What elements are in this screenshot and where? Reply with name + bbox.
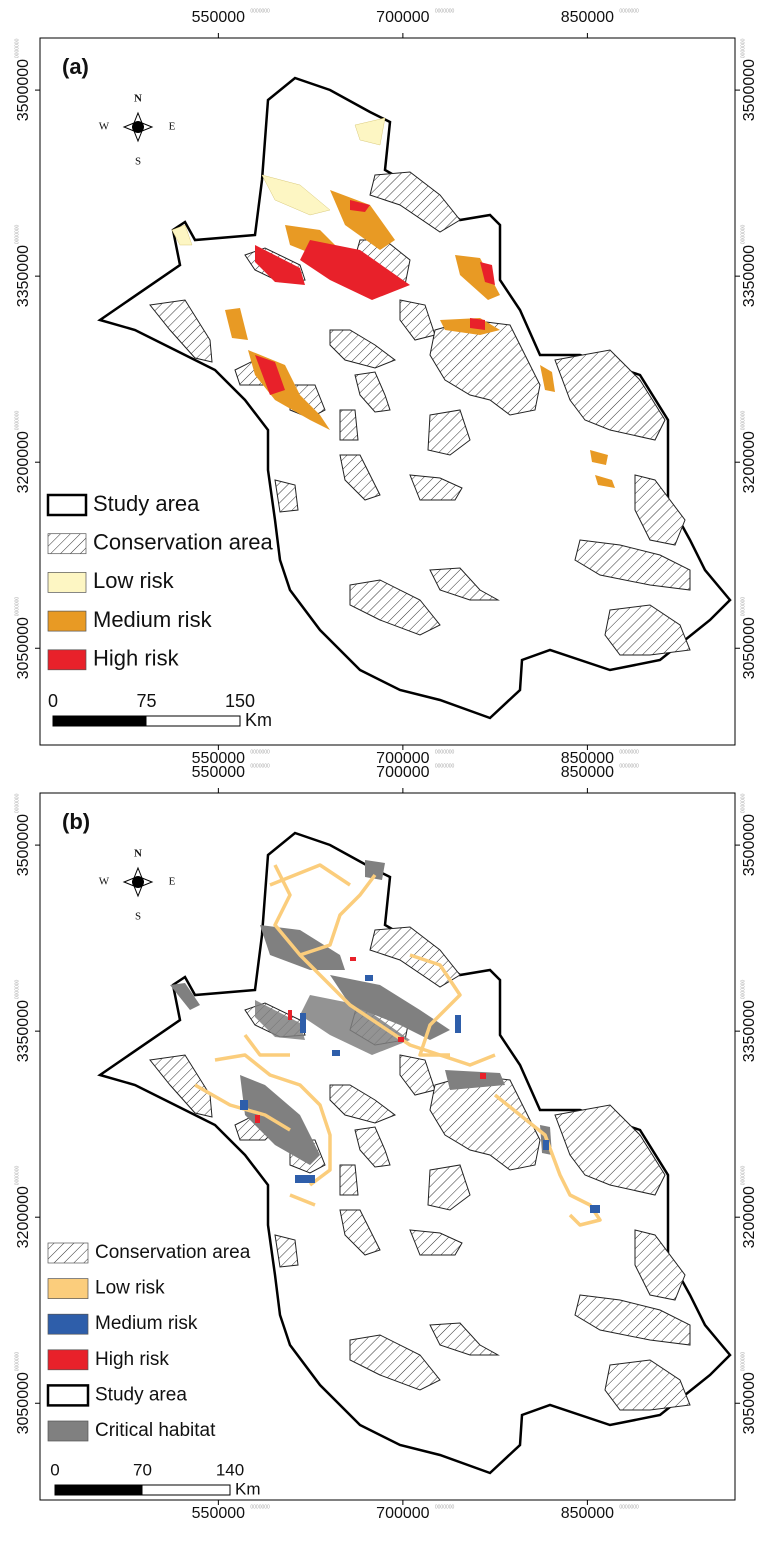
compass-letter: S bbox=[135, 156, 141, 168]
tick-suffix: 0000000 bbox=[435, 8, 455, 14]
scale-unit: Km bbox=[245, 710, 272, 730]
panel-label: (b) bbox=[62, 809, 90, 834]
legend-swatch bbox=[48, 495, 86, 515]
legend-swatch bbox=[48, 1279, 88, 1299]
y-tick-label: 3050000 bbox=[741, 1372, 758, 1434]
tick-suffix: 0000000 bbox=[14, 1166, 20, 1186]
x-tick-label: 700000 bbox=[376, 1505, 429, 1522]
y-tick-label: 3500000 bbox=[741, 814, 758, 876]
tick-suffix: 0000000 bbox=[14, 597, 20, 617]
legend-swatch bbox=[48, 534, 86, 554]
y-tick-label: 3500000 bbox=[741, 59, 758, 121]
legend-label: Low risk bbox=[95, 1278, 165, 1299]
tick-suffix: 0000000 bbox=[435, 763, 455, 769]
x-tick-label: 850000 bbox=[561, 1505, 614, 1522]
x-tick-label: 850000 bbox=[561, 9, 614, 26]
x-tick-label: 550000 bbox=[192, 764, 245, 781]
tick-suffix: 0000000 bbox=[740, 224, 746, 244]
y-tick-label: 3200000 bbox=[15, 1186, 32, 1248]
compass-center bbox=[132, 121, 144, 133]
scale-bar-fill bbox=[53, 716, 147, 726]
y-tick-label: 3200000 bbox=[741, 431, 758, 493]
legend-label: Medium risk bbox=[95, 1313, 198, 1334]
tick-suffix: 0000000 bbox=[740, 411, 746, 431]
scale-bar-fill bbox=[55, 1485, 143, 1495]
legend-swatch bbox=[48, 1421, 88, 1441]
y-tick-label: 3050000 bbox=[15, 617, 32, 679]
tick-suffix: 0000000 bbox=[740, 597, 746, 617]
legend-swatch bbox=[48, 1314, 88, 1334]
tick-suffix: 0000000 bbox=[740, 38, 746, 58]
compass-letter: N bbox=[134, 848, 142, 860]
legend-label: Conservation area bbox=[95, 1242, 251, 1263]
y-tick-label: 3050000 bbox=[15, 1372, 32, 1434]
tick-suffix: 0000000 bbox=[619, 763, 639, 769]
panel-label: (a) bbox=[62, 54, 89, 79]
legend-swatch bbox=[48, 650, 86, 670]
tick-suffix: 0000000 bbox=[740, 1352, 746, 1372]
y-tick-label: 3200000 bbox=[741, 1186, 758, 1248]
tick-suffix: 0000000 bbox=[435, 1504, 455, 1510]
tick-suffix: 0000000 bbox=[435, 749, 455, 755]
x-tick-label: 550000 bbox=[192, 1505, 245, 1522]
y-tick-label: 3200000 bbox=[15, 431, 32, 493]
legend-swatch bbox=[48, 1243, 88, 1263]
x-tick-label: 850000 bbox=[561, 764, 614, 781]
tick-suffix: 0000000 bbox=[14, 224, 20, 244]
tick-suffix: 0000000 bbox=[619, 1504, 639, 1510]
legend-label: Study area bbox=[93, 491, 200, 516]
compass-letter: W bbox=[99, 876, 110, 888]
tick-suffix: 0000000 bbox=[250, 763, 270, 769]
tick-suffix: 0000000 bbox=[740, 793, 746, 813]
y-tick-label: 3350000 bbox=[15, 1000, 32, 1062]
x-tick-label: 700000 bbox=[376, 9, 429, 26]
y-tick-label: 3350000 bbox=[741, 245, 758, 307]
y-tick-label: 3500000 bbox=[15, 814, 32, 876]
legend-label: Critical habitat bbox=[95, 1420, 216, 1441]
tick-suffix: 0000000 bbox=[619, 749, 639, 755]
scale-label: 0 bbox=[50, 1460, 59, 1479]
tick-suffix: 0000000 bbox=[619, 8, 639, 14]
legend-swatch bbox=[48, 611, 86, 631]
scale-label: 70 bbox=[133, 1460, 152, 1479]
y-tick-label: 3350000 bbox=[15, 245, 32, 307]
compass-letter: E bbox=[169, 121, 176, 133]
tick-suffix: 0000000 bbox=[14, 1352, 20, 1372]
legend-label: High risk bbox=[93, 646, 180, 671]
tick-suffix: 0000000 bbox=[14, 38, 20, 58]
legend-label: Medium risk bbox=[93, 607, 213, 632]
legend-swatch bbox=[48, 572, 86, 592]
legend-swatch bbox=[48, 1350, 88, 1370]
legend-label: Study area bbox=[95, 1384, 187, 1405]
compass-letter: N bbox=[134, 93, 142, 105]
y-tick-label: 3350000 bbox=[741, 1000, 758, 1062]
tick-suffix: 0000000 bbox=[250, 749, 270, 755]
compass-letter: W bbox=[99, 121, 110, 133]
legend-label: Low risk bbox=[93, 568, 175, 593]
compass-letter: S bbox=[135, 911, 141, 923]
scale-label: 140 bbox=[216, 1460, 244, 1479]
y-tick-label: 3050000 bbox=[741, 617, 758, 679]
tick-suffix: 0000000 bbox=[14, 793, 20, 813]
x-tick-label: 550000 bbox=[192, 9, 245, 26]
scale-label: 150 bbox=[225, 691, 255, 711]
tick-suffix: 0000000 bbox=[14, 411, 20, 431]
tick-suffix: 0000000 bbox=[14, 979, 20, 999]
scale-label: 0 bbox=[48, 691, 58, 711]
x-tick-label: 700000 bbox=[376, 764, 429, 781]
legend-label: High risk bbox=[95, 1349, 169, 1370]
tick-suffix: 0000000 bbox=[740, 1166, 746, 1186]
tick-suffix: 0000000 bbox=[250, 8, 270, 14]
y-tick-label: 3500000 bbox=[15, 59, 32, 121]
compass-center bbox=[132, 876, 144, 888]
tick-suffix: 0000000 bbox=[250, 1504, 270, 1510]
tick-suffix: 0000000 bbox=[740, 979, 746, 999]
scale-unit: Km bbox=[235, 1479, 261, 1498]
compass-letter: E bbox=[169, 876, 176, 888]
legend-label: Conservation area bbox=[93, 530, 274, 555]
legend-swatch bbox=[48, 1385, 88, 1405]
scale-label: 75 bbox=[136, 691, 156, 711]
map-figure: 550000 0000000 550000 0000000 700000 0000000 7… bbox=[0, 0, 761, 1544]
